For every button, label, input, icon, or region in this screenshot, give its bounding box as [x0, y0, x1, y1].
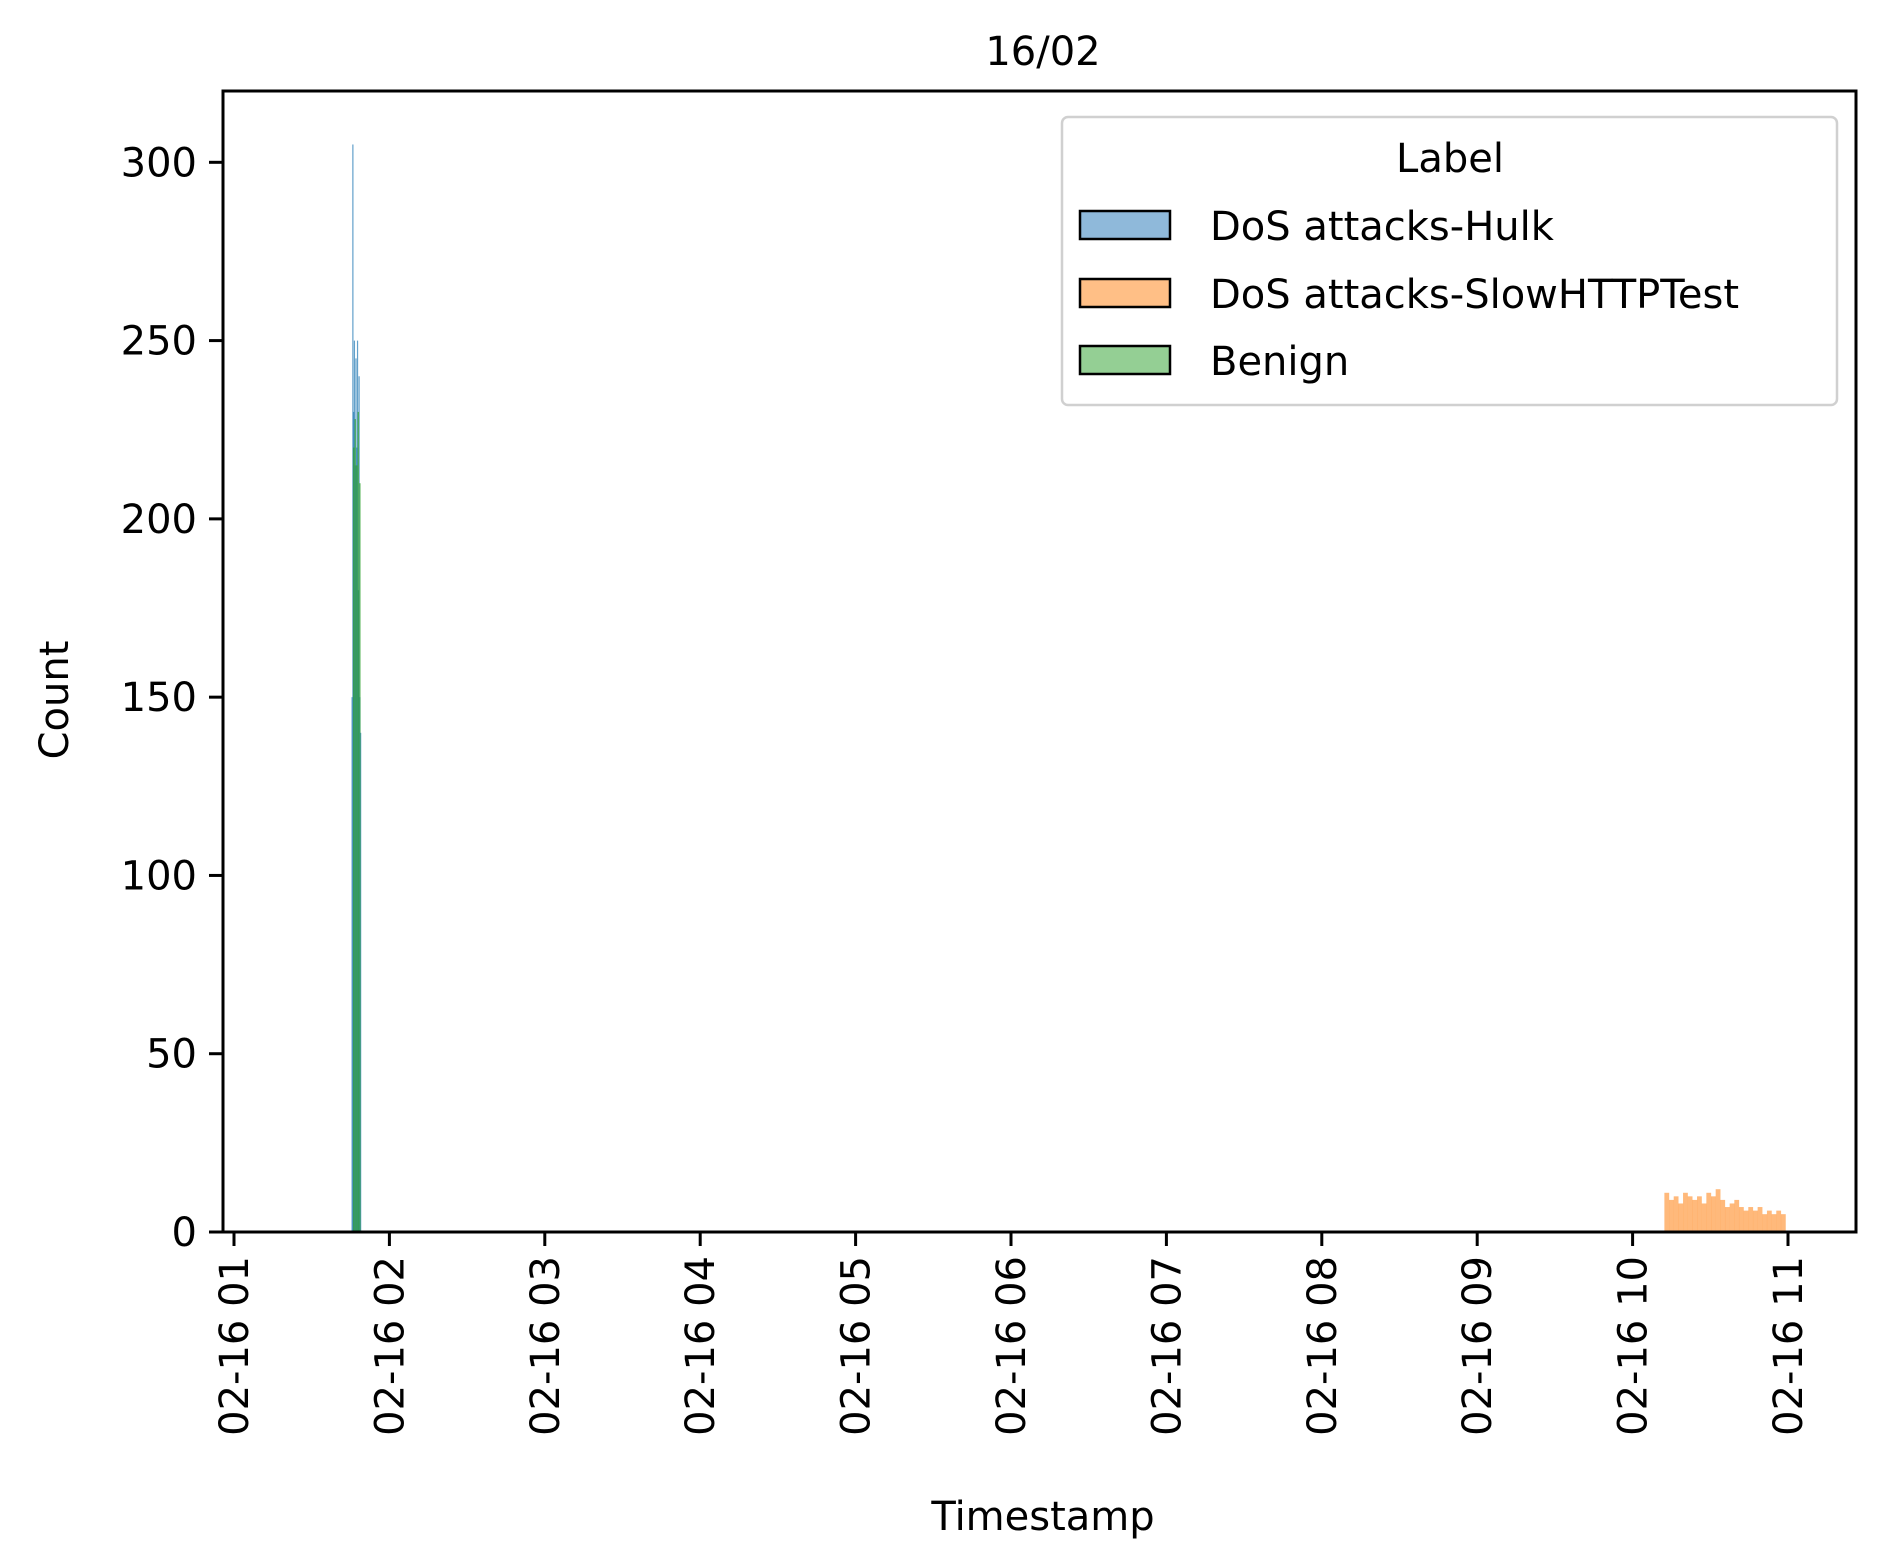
- bar-dos-attacks-slowhttptest: [1678, 1203, 1684, 1232]
- x-tick-label: 02-16 08: [1300, 1256, 1346, 1436]
- bar-dos-attacks-hulk: [353, 340, 356, 1233]
- legend-swatch-hulk: [1078, 209, 1172, 241]
- bar-dos-attacks-slowhttptest: [1734, 1199, 1740, 1232]
- x-tick-label: 02-16 09: [1455, 1256, 1501, 1436]
- bar-dos-attacks-slowhttptest: [1669, 1199, 1674, 1232]
- bar-dos-attacks-slowhttptest: [1743, 1210, 1749, 1232]
- x-tick-label: 02-16 03: [523, 1256, 569, 1436]
- bar-dos-attacks-hulk: [360, 732, 362, 1232]
- legend-label-slowhttptest: DoS attacks-SlowHTTPTest: [1210, 272, 1739, 318]
- x-tick-label: 02-16 05: [834, 1256, 880, 1436]
- legend-swatch-benign: [1078, 344, 1172, 376]
- bar-benign: [356, 465, 358, 1232]
- bar-benign: [357, 411, 360, 1232]
- chart-title: 16/02: [985, 29, 1100, 75]
- bar-dos-attacks-slowhttptest: [1664, 1192, 1670, 1232]
- legend: Label DoS attacks-Hulk DoS attacks-SlowH…: [1060, 115, 1839, 407]
- bar-dos-attacks-slowhttptest: [1692, 1199, 1698, 1232]
- legend-frame: [1060, 115, 1839, 407]
- x-tick-label: 02-16 01: [212, 1256, 258, 1436]
- bar-dos-attacks-slowhttptest: [1771, 1214, 1777, 1232]
- bar-dos-attacks-slowhttptest: [1738, 1207, 1744, 1232]
- bar-dos-attacks-slowhttptest: [1711, 1196, 1716, 1232]
- bar-dos-attacks-slowhttptest: [1748, 1207, 1754, 1232]
- x-axis-label: Timestamp: [930, 1494, 1154, 1540]
- x-tick-label: 02-16 06: [989, 1256, 1035, 1436]
- bar-dos-attacks-slowhttptest: [1766, 1210, 1772, 1232]
- legend-label-benign: Benign: [1210, 339, 1349, 385]
- bar-dos-attacks-slowhttptest: [1720, 1199, 1726, 1232]
- bar-dos-attacks-hulk: [351, 697, 353, 1232]
- bar-dos-attacks-slowhttptest: [1706, 1192, 1712, 1232]
- y-tick-label: 200: [121, 497, 197, 543]
- bar-dos-attacks-slowhttptest: [1683, 1192, 1688, 1232]
- x-tick-label: 02-16 10: [1611, 1256, 1657, 1436]
- bar-dos-attacks-hulk: [356, 340, 359, 1233]
- bar-dos-attacks-slowhttptest: [1673, 1196, 1679, 1232]
- y-tick-label: 250: [121, 319, 197, 365]
- bar-dos-attacks-slowhttptest: [1780, 1214, 1786, 1232]
- bar-dos-attacks-slowhttptest: [1776, 1210, 1782, 1232]
- bar-dos-attacks-slowhttptest: [1697, 1196, 1702, 1232]
- x-tick-label: 02-16 04: [678, 1256, 724, 1436]
- y-tick-label: 0: [172, 1210, 197, 1256]
- y-tick-label: 100: [121, 853, 197, 899]
- bar-dos-attacks-slowhttptest: [1762, 1214, 1768, 1232]
- y-tick-label: 300: [121, 140, 197, 186]
- bar-dos-attacks-slowhttptest: [1715, 1189, 1721, 1232]
- y-axis-label: Count: [32, 641, 78, 760]
- plot-frame: [221, 89, 1858, 1234]
- bar-dos-attacks-slowhttptest: [1729, 1203, 1735, 1232]
- bar-benign: [359, 483, 361, 1233]
- y-tick-label: 50: [146, 1032, 197, 1078]
- bar-dos-attacks-slowhttptest: [1724, 1207, 1730, 1232]
- bars-layer: [351, 144, 1786, 1233]
- y-tick-label: 150: [121, 675, 197, 721]
- bar-dos-attacks-slowhttptest: [1752, 1210, 1758, 1232]
- bar-benign: [352, 447, 355, 1232]
- x-tick-label: 02-16 11: [1766, 1256, 1812, 1436]
- bar-dos-attacks-slowhttptest: [1701, 1203, 1707, 1232]
- bar-benign: [354, 419, 356, 1232]
- legend-label-hulk: DoS attacks-Hulk: [1210, 204, 1555, 250]
- legend-swatch-slowhttptest: [1078, 277, 1172, 309]
- bar-dos-attacks-hulk: [358, 376, 360, 1232]
- bar-dos-attacks-slowhttptest: [1757, 1207, 1763, 1232]
- x-tick-label: 02-16 02: [367, 1256, 413, 1436]
- bar-dos-attacks-hulk: [355, 358, 357, 1232]
- bar-dos-attacks-slowhttptest: [1687, 1196, 1693, 1232]
- bar-dos-attacks-hulk: [352, 144, 354, 1233]
- legend-title: Label: [1396, 136, 1504, 182]
- axes-layer: 0 50 100 150 200 250 300 02-16 01 02-16 02 02-16 …: [121, 89, 1858, 1436]
- x-tick-label: 02-16 07: [1144, 1256, 1190, 1436]
